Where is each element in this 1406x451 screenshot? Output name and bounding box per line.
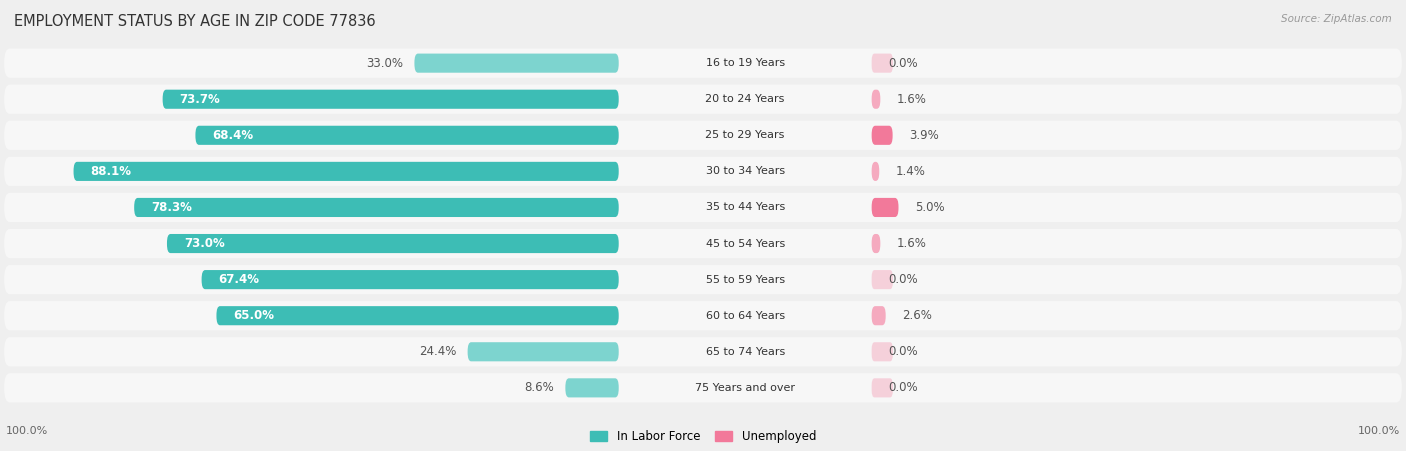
FancyBboxPatch shape (217, 306, 619, 325)
FancyBboxPatch shape (134, 198, 619, 217)
Text: 0.0%: 0.0% (889, 382, 918, 394)
FancyBboxPatch shape (468, 342, 619, 361)
FancyBboxPatch shape (201, 270, 619, 289)
FancyBboxPatch shape (872, 162, 879, 181)
Text: 25 to 29 Years: 25 to 29 Years (706, 130, 785, 140)
FancyBboxPatch shape (4, 157, 1402, 186)
Text: 0.0%: 0.0% (889, 273, 918, 286)
FancyBboxPatch shape (4, 85, 1402, 114)
FancyBboxPatch shape (872, 270, 893, 289)
Text: 16 to 19 Years: 16 to 19 Years (706, 58, 785, 68)
Text: EMPLOYMENT STATUS BY AGE IN ZIP CODE 77836: EMPLOYMENT STATUS BY AGE IN ZIP CODE 778… (14, 14, 375, 28)
FancyBboxPatch shape (565, 378, 619, 397)
Text: 75 Years and over: 75 Years and over (695, 383, 796, 393)
Text: 24.4%: 24.4% (419, 345, 457, 358)
FancyBboxPatch shape (163, 90, 619, 109)
FancyBboxPatch shape (415, 54, 619, 73)
FancyBboxPatch shape (4, 193, 1402, 222)
FancyBboxPatch shape (4, 301, 1402, 330)
Text: 0.0%: 0.0% (889, 345, 918, 358)
Text: 33.0%: 33.0% (366, 57, 404, 69)
Text: 100.0%: 100.0% (1358, 426, 1400, 436)
FancyBboxPatch shape (4, 121, 1402, 150)
FancyBboxPatch shape (4, 229, 1402, 258)
Text: 3.9%: 3.9% (910, 129, 939, 142)
FancyBboxPatch shape (872, 54, 893, 73)
Text: 45 to 54 Years: 45 to 54 Years (706, 239, 785, 249)
FancyBboxPatch shape (872, 126, 893, 145)
FancyBboxPatch shape (4, 265, 1402, 294)
Text: 67.4%: 67.4% (218, 273, 260, 286)
Text: 65.0%: 65.0% (233, 309, 274, 322)
FancyBboxPatch shape (872, 198, 898, 217)
Text: 8.6%: 8.6% (524, 382, 554, 394)
FancyBboxPatch shape (872, 90, 880, 109)
Text: 5.0%: 5.0% (915, 201, 945, 214)
Text: 30 to 34 Years: 30 to 34 Years (706, 166, 785, 176)
Text: 73.7%: 73.7% (180, 93, 221, 106)
FancyBboxPatch shape (4, 337, 1402, 366)
Legend: In Labor Force, Unemployed: In Labor Force, Unemployed (589, 430, 817, 443)
FancyBboxPatch shape (4, 49, 1402, 78)
Text: 100.0%: 100.0% (6, 426, 48, 436)
Text: 65 to 74 Years: 65 to 74 Years (706, 347, 785, 357)
FancyBboxPatch shape (872, 234, 880, 253)
Text: 88.1%: 88.1% (90, 165, 132, 178)
FancyBboxPatch shape (73, 162, 619, 181)
Text: 20 to 24 Years: 20 to 24 Years (706, 94, 785, 104)
Text: 2.6%: 2.6% (903, 309, 932, 322)
FancyBboxPatch shape (195, 126, 619, 145)
Text: 78.3%: 78.3% (150, 201, 193, 214)
Text: 68.4%: 68.4% (212, 129, 253, 142)
FancyBboxPatch shape (167, 234, 619, 253)
Text: 35 to 44 Years: 35 to 44 Years (706, 202, 785, 212)
Text: 55 to 59 Years: 55 to 59 Years (706, 275, 785, 285)
Text: 60 to 64 Years: 60 to 64 Years (706, 311, 785, 321)
Text: 73.0%: 73.0% (184, 237, 225, 250)
FancyBboxPatch shape (872, 378, 893, 397)
Text: 1.6%: 1.6% (897, 237, 927, 250)
Text: 1.4%: 1.4% (896, 165, 927, 178)
FancyBboxPatch shape (4, 373, 1402, 402)
Text: 1.6%: 1.6% (897, 93, 927, 106)
Text: 0.0%: 0.0% (889, 57, 918, 69)
FancyBboxPatch shape (872, 306, 886, 325)
Text: Source: ZipAtlas.com: Source: ZipAtlas.com (1281, 14, 1392, 23)
FancyBboxPatch shape (872, 342, 893, 361)
